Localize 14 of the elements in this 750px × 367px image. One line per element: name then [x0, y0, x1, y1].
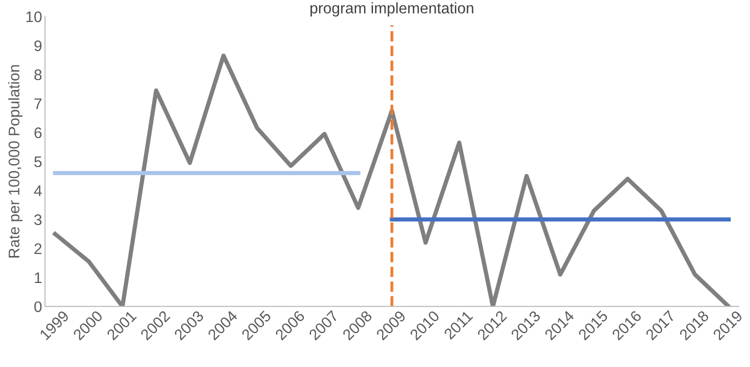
- y-tick-label: 2: [34, 243, 42, 254]
- y-tick-label: 4: [34, 186, 42, 196]
- y-tick-label: 8: [34, 69, 42, 80]
- y-tick-label: 5: [34, 156, 42, 168]
- y-tick-label: 0: [34, 301, 42, 312]
- y-tick-label: 1: [34, 272, 42, 283]
- y-tick-label: 3: [34, 214, 42, 226]
- y-tick-label: 6: [34, 127, 42, 138]
- y-tick-label: 9: [34, 40, 42, 52]
- y-tick-label: 7: [34, 98, 42, 110]
- y-tick-label: 10: [26, 11, 42, 22]
- ref-line-label: program implementation: [310, 2, 474, 17]
- y-axis-title: Rate per 100,000 Population: [8, 65, 22, 258]
- line-series: [53, 54, 731, 306]
